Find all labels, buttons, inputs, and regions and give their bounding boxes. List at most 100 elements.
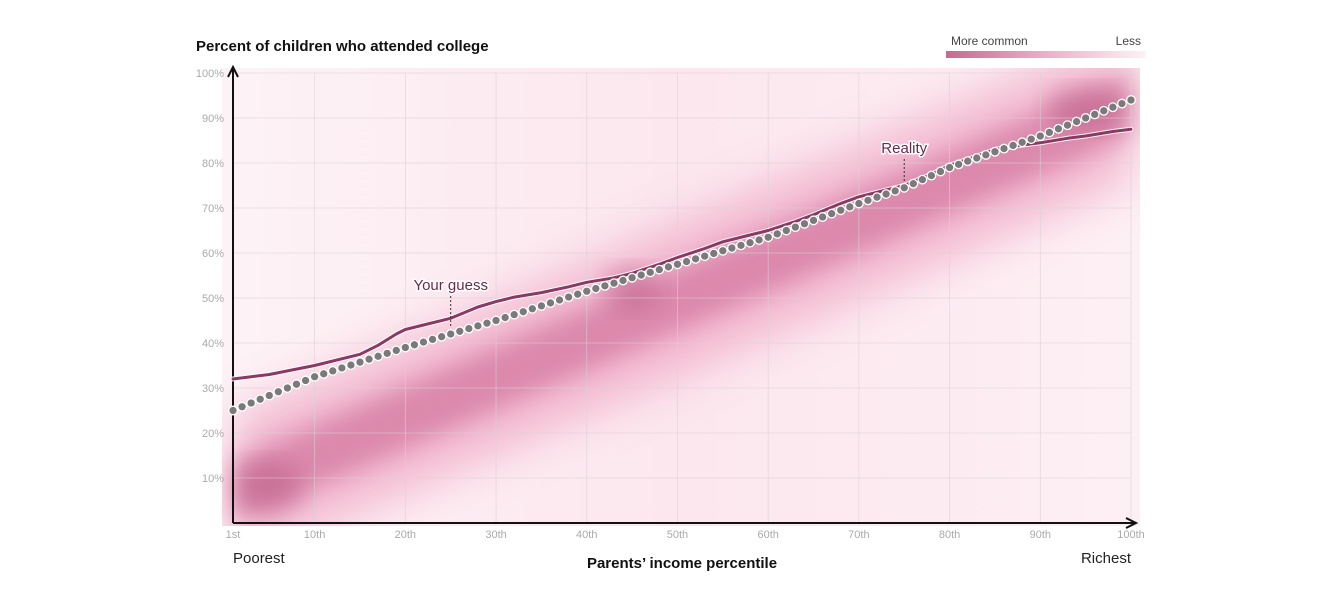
guess-point <box>953 159 964 170</box>
guess-point <box>1035 131 1046 141</box>
guess-point <box>491 315 502 326</box>
guess-point <box>881 189 892 200</box>
x-axis-richest-label: Richest <box>1081 550 1132 567</box>
guess-point <box>345 360 356 371</box>
guess-point <box>1053 123 1064 134</box>
guess-point <box>436 331 447 342</box>
guess-point <box>228 405 238 416</box>
y-tick-label: 20% <box>202 428 224 440</box>
guess-point <box>1080 113 1091 123</box>
guess-point <box>409 339 420 350</box>
guess-point <box>264 390 275 401</box>
guess-point <box>364 354 375 365</box>
guess-point <box>382 348 393 359</box>
x-axis-arrow <box>1125 517 1139 529</box>
guess-point <box>636 270 647 281</box>
x-tick-label: 90th <box>1030 529 1051 541</box>
y-tick-label: 70% <box>202 203 224 215</box>
x-tick-label: 1st <box>226 529 241 541</box>
guess-point <box>935 166 946 177</box>
gridlines <box>232 72 1132 523</box>
guess-point <box>355 357 365 368</box>
guess-point <box>690 253 701 264</box>
guess-point <box>1017 137 1028 148</box>
heatmap-dense-spot <box>1045 87 1126 131</box>
y-tick-label: 90% <box>202 113 224 125</box>
guess-point <box>999 143 1009 154</box>
guess-point <box>717 245 728 256</box>
guess-point <box>373 351 384 362</box>
x-axis-title: Parents’ income percentile <box>587 555 777 572</box>
guess-point <box>772 228 783 239</box>
guess-point <box>890 185 901 196</box>
guess-point <box>808 215 819 226</box>
guess-point <box>237 401 248 412</box>
guess-point <box>463 323 474 334</box>
x-tick-label: 70th <box>848 529 869 541</box>
guess-point <box>427 334 438 345</box>
x-tick-label: 20th <box>395 529 416 541</box>
guess-point <box>908 178 919 189</box>
guess-point <box>472 320 483 331</box>
guess-point <box>291 379 302 390</box>
guess-point <box>862 195 873 206</box>
guess-point <box>980 149 991 160</box>
guess-point <box>1098 105 1109 116</box>
x-tick-label: 10th <box>304 529 325 541</box>
y-tick-label: 40% <box>202 338 224 350</box>
guess-point <box>336 363 347 373</box>
axes <box>227 64 1139 529</box>
guess-point <box>799 218 810 229</box>
y-tick-label: 50% <box>202 293 224 305</box>
annotations: Your guess Reality <box>412 139 929 328</box>
guess-point <box>1008 140 1019 151</box>
guess-point <box>672 259 683 270</box>
guess-point <box>282 383 293 393</box>
guess-point <box>708 248 719 259</box>
guess-point <box>663 262 674 272</box>
guess-point <box>500 312 511 323</box>
y-tick-label: 100% <box>196 68 224 80</box>
guess-point <box>645 267 656 278</box>
x-tick-label: 80th <box>939 529 960 541</box>
guess-point <box>835 205 846 216</box>
guess-point <box>1026 134 1037 145</box>
guess-point <box>1044 127 1055 138</box>
guess-point <box>318 368 329 379</box>
guess-point <box>545 298 556 308</box>
guess-point <box>681 256 692 267</box>
guess-point <box>989 146 1000 157</box>
guess-point <box>826 208 837 219</box>
guess-point <box>627 272 638 283</box>
guess-point <box>309 371 320 382</box>
x-tick-label: 60th <box>757 529 778 541</box>
heatmap-dense-spot <box>235 461 304 513</box>
guess-point <box>554 295 565 305</box>
guess-point <box>699 251 710 262</box>
guess-point <box>400 342 411 353</box>
y-tick-label: 10% <box>202 473 224 485</box>
guess-point <box>853 198 864 209</box>
guess-point <box>817 212 828 222</box>
guess-point <box>572 289 583 300</box>
chart-title: Percent of children who attended college <box>196 38 489 55</box>
y-tick-label: 60% <box>202 248 224 260</box>
guess-point <box>872 192 882 203</box>
y-axis-arrow <box>227 64 239 78</box>
guess-point <box>781 225 792 236</box>
guess-point <box>527 303 538 314</box>
guess-point <box>745 237 755 248</box>
guess-point <box>1071 116 1082 127</box>
y-tick-label: 30% <box>202 383 224 395</box>
guess-point <box>618 275 628 286</box>
y-tick-label: 80% <box>202 158 224 170</box>
guess-point <box>736 240 746 251</box>
guess-point <box>962 156 973 167</box>
guess-point <box>563 292 574 303</box>
guess-point <box>926 170 937 181</box>
x-axis-ticks: 1st 10th 20th 30th 40th 50th 60th 70th 80th 90th 1… <box>226 529 1145 541</box>
guess-point <box>536 300 547 311</box>
guess-point <box>273 386 284 397</box>
guess-point <box>1062 120 1073 131</box>
